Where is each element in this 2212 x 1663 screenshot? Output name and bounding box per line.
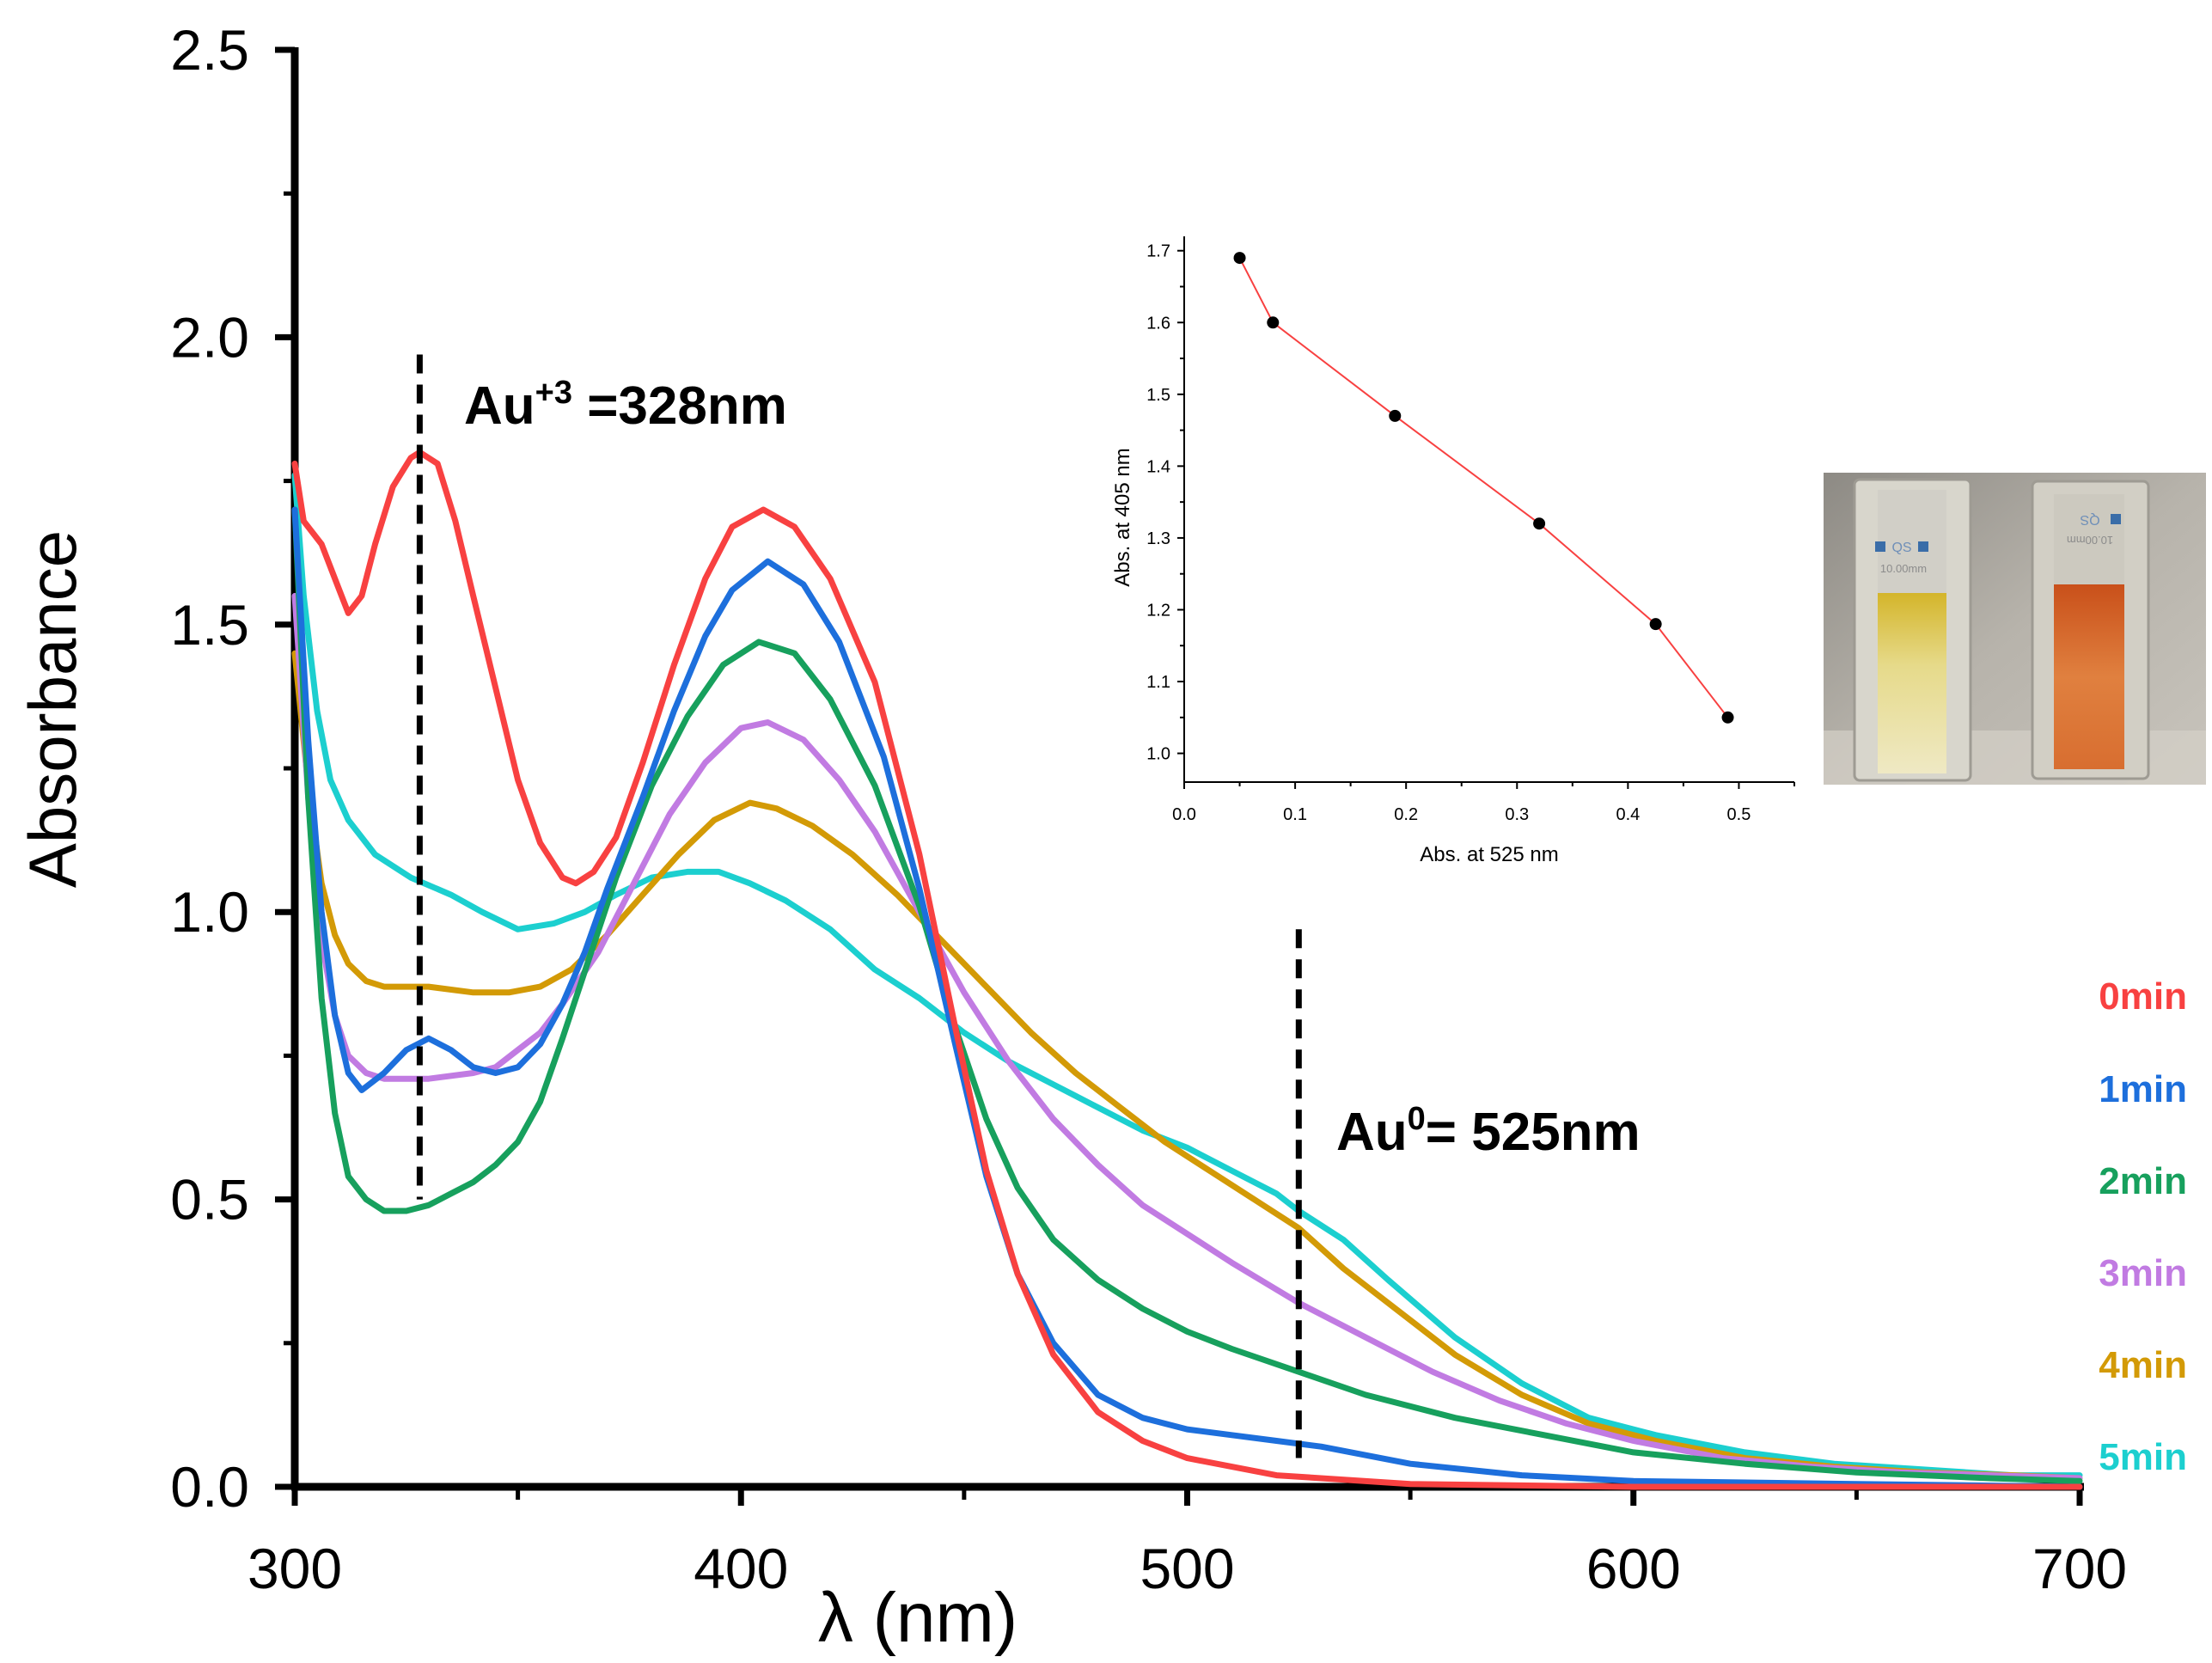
inset-data-point (1267, 316, 1280, 329)
legend-item-0min: 0min (2099, 975, 2187, 1018)
x-tick-label: 700 (2032, 1537, 2127, 1600)
inset-x-tick-label: 0.4 (1616, 805, 1640, 824)
inset-x-tick-label: 0.5 (1727, 805, 1751, 824)
inset-series-line (1238, 257, 1729, 718)
y-tick-label: 1.5 (170, 593, 249, 657)
right-cuvette-liquid (2054, 584, 2124, 769)
main-axes: 300 400 500 600 700 0.0 0.5 1.0 1.5 2.0 2.5 Absorb… (15, 18, 2127, 1657)
inset-y-tick-label: 1.7 (1146, 242, 1170, 261)
series-2min-line (291, 506, 2083, 1484)
series-3min-line (291, 592, 2083, 1482)
x-tick-label: 500 (1140, 1537, 1234, 1600)
inset-chart: 0.0 0.1 0.2 0.3 0.4 0.5 1.0 1.1 1.2 1.3 1.4 1.5 1.6 1… (1111, 236, 1795, 866)
legend-item-1min: 1min (2099, 1068, 2187, 1110)
annotation-au0: Au0= 525nm (1336, 1101, 1641, 1162)
x-axis-label: λ (nm) (818, 1579, 1017, 1657)
right-cuvette-top (2054, 494, 2124, 597)
left-cuvette-top (1878, 490, 1946, 593)
left-cuvette-label: QS (1891, 541, 1911, 555)
right-cuvette-label: QS (2080, 512, 2099, 527)
legend: 0min 1min 2min 3min 4min 5min (2099, 975, 2187, 1478)
inset-y-tick-label: 1.3 (1146, 529, 1170, 548)
legend-item-3min: 3min (2099, 1252, 2187, 1294)
inset-y-axis-label: Abs. at 405 nm (1111, 448, 1134, 586)
series-1min-line (291, 506, 2083, 1490)
y-tick-label: 2.0 (170, 305, 249, 369)
y-tick-label: 0.0 (170, 1455, 249, 1519)
left-cuvette-mark-icon (1918, 541, 1928, 552)
cuvette-photo: QS 10.00mm QS 10.00mm (1824, 473, 2206, 785)
series-group (291, 449, 2083, 1490)
inset-data-point (1649, 618, 1662, 631)
inset-y-tick-label: 1.1 (1146, 673, 1170, 692)
inset-series (1233, 252, 1734, 724)
inset-data-point (1233, 252, 1246, 265)
left-cuvette-liquid (1878, 593, 1946, 773)
inset-x-tick-label: 0.3 (1505, 805, 1529, 824)
main-ticks: 300 400 500 600 700 0.0 0.5 1.0 1.5 2.0 2.5 (170, 18, 2127, 1600)
x-tick-label: 300 (247, 1537, 342, 1600)
inset-x-tick-label: 0.1 (1283, 805, 1307, 824)
y-tick-label: 2.5 (170, 18, 249, 82)
inset-y-tick-label: 1.0 (1146, 745, 1170, 764)
inset-data-point (1389, 409, 1402, 422)
inset-y-tick-label: 1.4 (1146, 457, 1170, 476)
y-axis-label: Absorbance (15, 530, 90, 888)
inset-y-tick-label: 1.2 (1146, 601, 1170, 620)
inset-data-point (1721, 711, 1734, 724)
x-tick-label: 600 (1586, 1537, 1681, 1600)
inset-data-point (1533, 517, 1546, 530)
inset-y-tick-label: 1.6 (1146, 314, 1170, 333)
left-cuvette-mark-icon (1875, 541, 1885, 552)
annotations: Au+3 =328nm Au0= 525nm (416, 354, 1641, 1458)
inset-x-axis-label: Abs. at 525 nm (1420, 843, 1558, 866)
legend-item-4min: 4min (2099, 1344, 2187, 1386)
legend-item-2min: 2min (2099, 1160, 2187, 1202)
right-cuvette-sublabel: 10.00mm (2067, 534, 2113, 547)
series-4min-line (291, 650, 2083, 1482)
y-tick-label: 0.5 (170, 1168, 249, 1232)
annotation-au3: Au+3 =328nm (464, 375, 787, 436)
inset-ticks: 0.0 0.1 0.2 0.3 0.4 0.5 1.0 1.1 1.2 1.3 1.4 1.5 1.6 1… (1146, 242, 1795, 824)
left-cuvette-sublabel: 10.00mm (1880, 562, 1927, 575)
x-tick-label: 400 (694, 1537, 788, 1600)
inset-x-tick-label: 0.0 (1172, 805, 1196, 824)
inset-x-tick-label: 0.2 (1394, 805, 1418, 824)
series-5min-line (291, 472, 2083, 1479)
right-cuvette-mark-icon (2111, 514, 2121, 524)
inset-y-tick-label: 1.5 (1146, 386, 1170, 405)
y-tick-label: 1.0 (170, 880, 249, 944)
series-0min-line (291, 449, 2083, 1490)
legend-item-5min: 5min (2099, 1436, 2187, 1478)
